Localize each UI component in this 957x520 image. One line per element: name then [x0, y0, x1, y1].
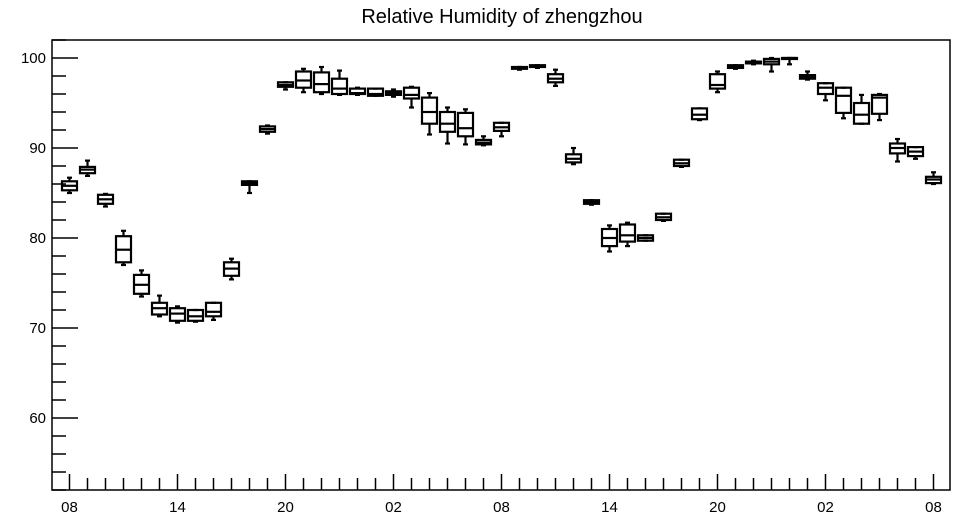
box [726, 64, 745, 70]
box-body [204, 301, 223, 318]
x-tick-label: 02 [385, 499, 402, 516]
x-tick-label: 08 [61, 499, 78, 516]
box [384, 88, 403, 98]
box [708, 70, 727, 94]
box [402, 85, 421, 109]
x-tick-label: 08 [925, 499, 942, 516]
box [330, 69, 349, 97]
y-axis: 60 70 80 90 100 [21, 39, 78, 491]
box [816, 82, 835, 102]
box-body [420, 96, 439, 125]
box [672, 158, 691, 168]
box [60, 176, 79, 195]
box [636, 234, 655, 242]
box [600, 224, 619, 253]
x-tick-label: 14 [169, 499, 186, 516]
box [528, 64, 547, 70]
box [510, 65, 529, 71]
x-tick-label: 08 [493, 499, 510, 516]
box [150, 294, 169, 318]
box [474, 135, 493, 147]
x-tick-label: 14 [601, 499, 618, 516]
box [834, 86, 853, 120]
y-tick-label: 80 [29, 230, 46, 247]
chart-title: Relative Humidity of zhengzhou [361, 6, 642, 28]
box [906, 146, 925, 160]
box [564, 146, 583, 166]
box-body [708, 73, 727, 90]
box [96, 192, 115, 208]
box [456, 108, 475, 146]
box [168, 305, 187, 324]
box-body [312, 71, 331, 94]
box [870, 92, 889, 122]
x-tick-label: 20 [277, 499, 294, 516]
box [492, 121, 511, 138]
x-tick-label: 20 [709, 499, 726, 516]
box [924, 171, 943, 186]
box-body [870, 93, 889, 115]
box [420, 91, 439, 136]
box [114, 229, 133, 267]
box [312, 65, 331, 96]
box-body [402, 86, 421, 100]
plot-frame [51, 39, 951, 491]
box [798, 70, 817, 81]
box [888, 137, 907, 163]
box [366, 87, 385, 97]
box [258, 124, 277, 135]
y-tick-label: 70 [29, 320, 46, 337]
box-body [852, 101, 871, 125]
box [78, 159, 97, 177]
box [762, 56, 781, 73]
box [222, 257, 241, 281]
box [240, 180, 259, 195]
box [852, 93, 871, 125]
box [654, 212, 673, 222]
x-tick-label: 02 [817, 499, 834, 516]
box [582, 199, 601, 206]
box-body [456, 111, 475, 138]
box [132, 269, 151, 298]
y-tick-label: 100 [21, 50, 46, 67]
box-series [60, 56, 943, 324]
box [438, 106, 457, 145]
y-tick-label: 60 [29, 410, 46, 427]
box [690, 107, 709, 122]
box-body [834, 86, 853, 114]
box [204, 301, 223, 321]
box [276, 81, 295, 91]
box [348, 86, 367, 97]
box [618, 221, 637, 248]
x-axis: 08 14 20 02 08 14 20 02 08 [61, 474, 942, 516]
box-body [366, 87, 385, 97]
box [294, 67, 313, 94]
box [546, 68, 565, 88]
box [744, 59, 763, 66]
box [186, 308, 205, 323]
box [780, 56, 799, 66]
y-tick-label: 90 [29, 140, 46, 157]
box-body [438, 110, 457, 133]
box-body [618, 223, 637, 243]
box-body [330, 77, 349, 96]
